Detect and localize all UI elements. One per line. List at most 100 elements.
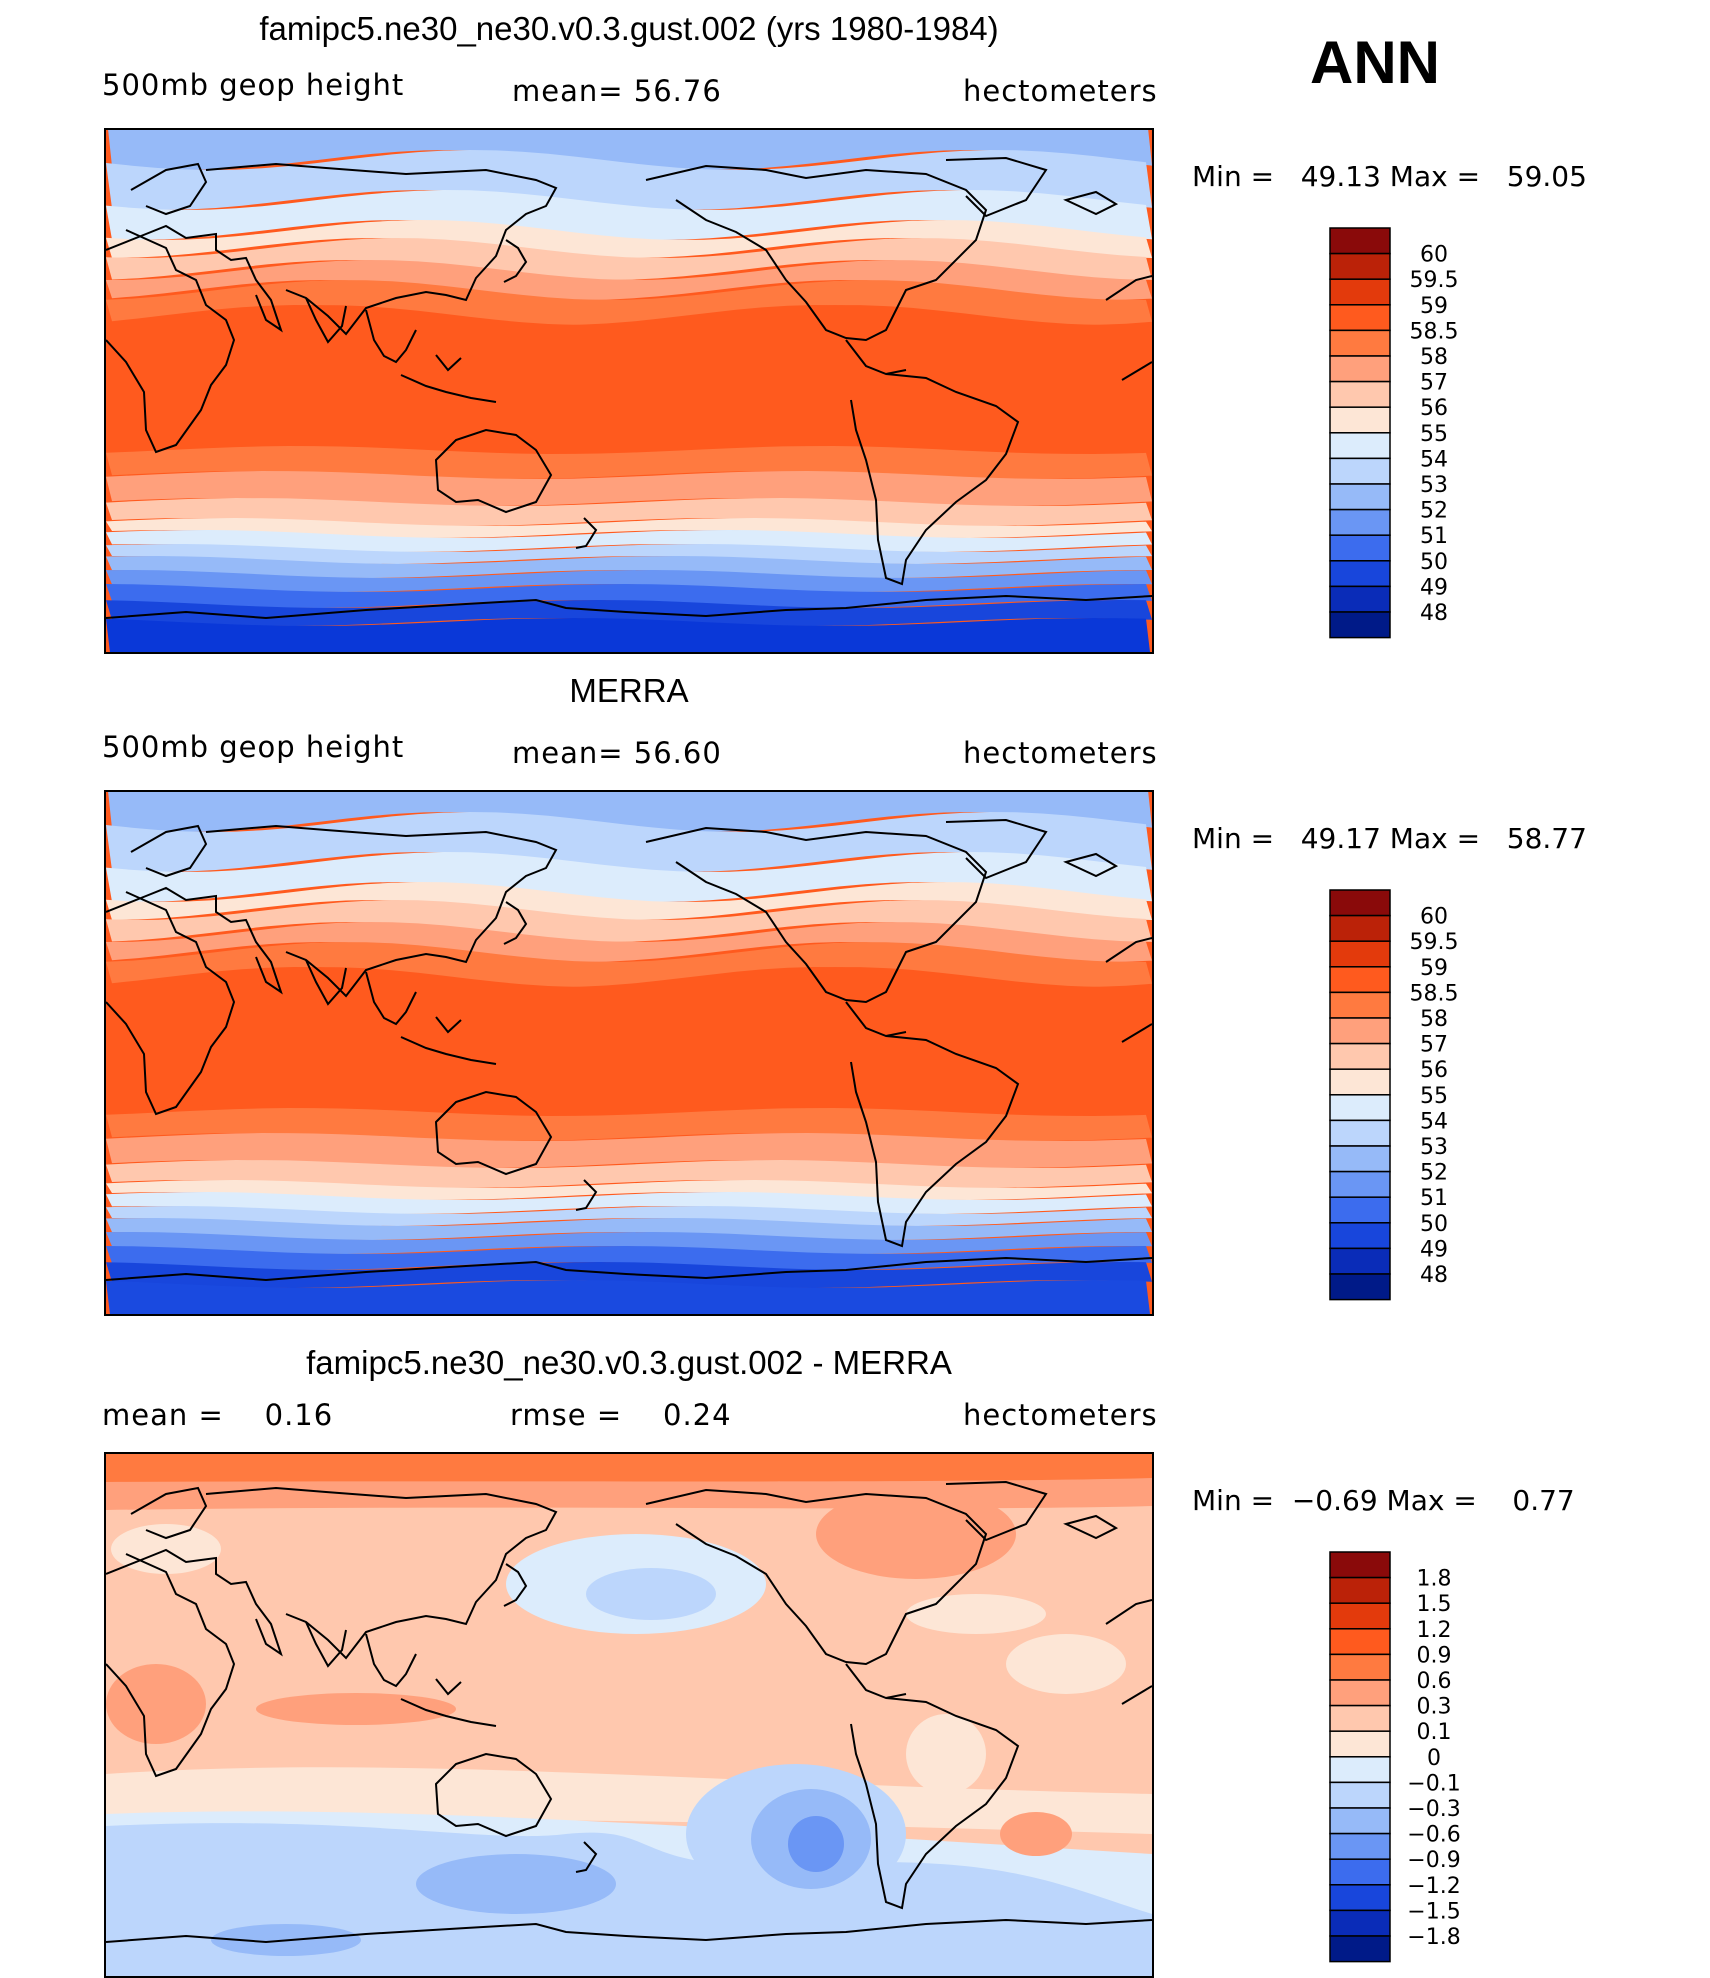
contour-band [106,570,1152,592]
colorbar-label: −0.3 [1407,1797,1460,1822]
colorbar-label: −1.8 [1407,1925,1460,1950]
contour-band [106,280,1152,325]
colorbar-label: 59.5 [1410,930,1459,955]
colorbar-swatch [1329,966,1391,994]
coastline-path [205,824,558,998]
colorbar-label: 56 [1420,1058,1448,1083]
contour-band [106,618,1150,652]
colorbar-swatch [1329,457,1391,485]
coastline-path [845,1001,907,1038]
coastline-path [106,1256,1152,1282]
contour-band [416,1854,616,1914]
colorbar-label: 0 [1427,1746,1441,1771]
colorbar-label: 1.5 [1417,1592,1452,1617]
contour-band [106,556,1152,578]
colorbar-label: −0.1 [1407,1771,1460,1796]
coastline-path [106,1548,283,1657]
colorbar-swatch [1329,1196,1391,1224]
coastline-path [106,886,283,995]
contour-band [106,1192,1152,1214]
coastline-path [106,594,1152,620]
coastline-path [503,1563,528,1607]
coastline-path [365,1633,417,1688]
contour-band [816,1489,1016,1579]
coastline-path [850,373,1020,586]
colorbar-swatch [1329,432,1391,460]
colorbar-swatch [1329,1042,1391,1070]
colorbar-label: 54 [1420,1109,1448,1134]
contour-band [106,1232,1152,1254]
coastline-path [205,1486,558,1660]
colorbar-label: 57 [1420,1033,1448,1058]
coastline-path [1105,1599,1152,1625]
colorbar-label: 1.2 [1417,1618,1452,1643]
coastline-path [106,891,236,1116]
panel-diff-title: famipc5.ne30_ne30.v0.3.gust.002 - MERRA [306,1344,952,1381]
contour-band [106,1180,1152,1200]
contour-band [906,1594,1046,1634]
coastline-path [400,1036,497,1065]
coastlines [106,156,1152,620]
coastline-path [400,374,497,403]
colorbar-label: −0.6 [1407,1823,1460,1848]
contour-band [106,882,1152,920]
colorbar-swatch [1329,380,1391,408]
panel-obs-title: MERRA [569,672,689,709]
colorbar-label: 55 [1420,1084,1448,1109]
contour-band [106,1664,206,1744]
colorbar-label: 53 [1420,1135,1448,1160]
colorbar-swatch [1329,1756,1391,1784]
panel-model-mean-label: mean= 56.76 [512,74,722,108]
colorbar-swatch [1329,508,1391,536]
coastlines [106,818,1152,1282]
colorbar-swatch [1329,1653,1391,1681]
coastline-path [845,1663,907,1700]
season-label: ANN [1310,29,1440,96]
contour-band [106,1218,1152,1240]
colorbar-label: 59 [1420,294,1448,319]
coastline-path [1121,361,1152,381]
contour-band [106,1108,1152,1141]
coastline-path [1063,852,1119,878]
coastline-path [1105,937,1152,963]
panel-model-map [104,128,1154,654]
coastline-path [205,162,558,336]
coastline-path [130,1486,208,1540]
colorbar-swatch [1329,329,1391,357]
colorbar-label: 60 [1420,243,1448,268]
colorbar-swatch [1329,1858,1391,1886]
coastline-path [400,1698,497,1727]
colorbar-label: 0.6 [1417,1669,1452,1694]
coastline-path [575,517,598,549]
colorbar-label: 0.3 [1417,1695,1452,1720]
coastline-path [435,1678,462,1696]
panel-diff-map [104,1452,1154,1978]
colorbar-swatch [1329,1884,1391,1912]
colorbar-swatch [1329,483,1391,511]
colorbar-label: 49 [1420,1237,1448,1262]
contour-band [106,190,1152,240]
contour-band [106,967,1152,1122]
coastline-path [845,339,907,376]
colorbar-label: 50 [1420,550,1448,575]
contour-band [1006,1634,1126,1694]
colorbar-swatch [1329,1068,1391,1096]
contour-band [586,1568,716,1620]
coastline-path [365,971,417,1026]
coastline-path [1121,1685,1152,1705]
contour-band [106,471,1152,506]
contour-band [108,130,1152,170]
colorbar-swatch [1329,1094,1391,1122]
panel-model-minmax: Min = 49.13 Max = 59.05 [1192,160,1587,193]
coastline-path [305,959,347,1006]
colorbar-swatch [1329,1017,1391,1045]
colorbar-label: 1.8 [1417,1567,1452,1592]
colorbar-label: 50 [1420,1212,1448,1237]
colorbar-swatch [1329,1145,1391,1173]
coastline-path [435,354,462,372]
coastline-path [106,1918,1152,1944]
coastline-path [365,309,417,364]
colorbar-label: 57 [1420,371,1448,396]
panel-diff-rmse-label: rmse = 0.24 [510,1398,732,1432]
contour-band [106,852,1152,902]
